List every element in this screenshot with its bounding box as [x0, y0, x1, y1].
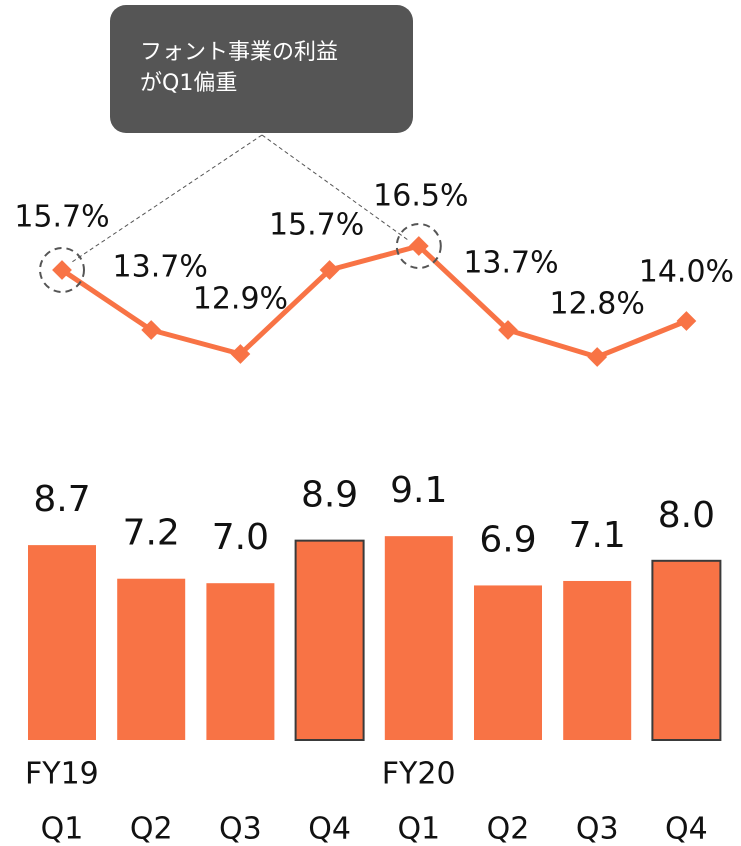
line-value-label: 16.5%: [373, 179, 468, 214]
x-tick-label: Q2: [130, 812, 173, 846]
bar-value-label: 6.9: [479, 519, 536, 560]
line-marker: [230, 344, 251, 364]
annotation-box: [110, 5, 413, 133]
x-tick-label: Q2: [487, 812, 530, 846]
x-tick-label: Q1: [397, 812, 440, 846]
line: [60, 243, 688, 360]
bar-value-label: 7.1: [569, 515, 626, 556]
line-value-label: 14.0%: [639, 255, 734, 290]
bar-value-label: 8.9: [301, 475, 358, 516]
x-tick-label: Q3: [576, 812, 619, 846]
group-label: FY20: [382, 757, 456, 792]
bar-value-label: 8.0: [658, 495, 715, 536]
bar: [563, 580, 632, 740]
bar: [651, 559, 722, 741]
highlight-circle: [395, 223, 442, 269]
line-value-label: 12.9%: [193, 282, 288, 317]
annotation-text: フォント事業の利益: [140, 40, 338, 65]
line-value-label: 12.8%: [550, 287, 645, 322]
annotation-text: がQ1偏重: [140, 71, 237, 96]
bar: [384, 536, 453, 740]
bar: [294, 539, 365, 742]
line-marker: [676, 311, 697, 331]
line-value-label: 13.7%: [463, 246, 558, 281]
bar: [206, 583, 275, 740]
bar: [28, 545, 96, 740]
bar-value-label: 8.7: [33, 479, 90, 520]
line-marker: [319, 260, 340, 280]
annotation-leader: [261, 134, 409, 241]
bar-value-label: 7.0: [212, 517, 269, 558]
line-marker: [408, 236, 429, 256]
line-marker: [587, 347, 608, 367]
line-value-label: 15.7%: [269, 208, 364, 243]
highlight-circle: [39, 247, 85, 293]
bar: [117, 578, 186, 740]
bar-value-label: 7.2: [123, 513, 180, 554]
annotation-leader: [71, 134, 263, 263]
line-marker: [52, 260, 72, 280]
x-tick-label: Q4: [665, 812, 708, 846]
line-marker: [141, 320, 162, 340]
x-tick-label: Q1: [41, 812, 84, 846]
line-value-label: 15.7%: [14, 200, 109, 235]
x-tick-label: Q3: [219, 812, 262, 846]
line-value-label: 13.7%: [113, 250, 208, 285]
group-label: FY19: [25, 757, 99, 792]
bar: [474, 585, 542, 740]
x-tick-label: Q4: [308, 812, 351, 846]
bar-value-label: 9.1: [390, 470, 447, 511]
line-marker: [498, 320, 518, 340]
